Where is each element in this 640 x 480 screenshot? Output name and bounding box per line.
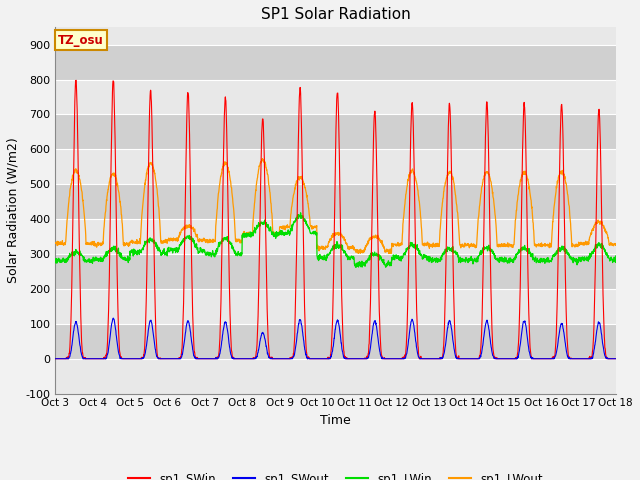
sp1_LWin (353, 261, 360, 266)
Line: sp1_LWin: sp1_LWin (56, 213, 616, 267)
Bar (56, 359, 616, 394)
sp1_LWin (52, 256, 60, 262)
sp1_LWin (579, 255, 586, 261)
sp1_LWout (579, 241, 586, 247)
sp1_SWin (563, 318, 570, 324)
sp1_SWin (352, 356, 360, 361)
Bar (56, 289, 616, 324)
Bar (56, 184, 616, 219)
sp1_LWin (612, 253, 620, 259)
sp1_LWin (499, 257, 507, 263)
sp1_LWout (612, 242, 620, 248)
sp1_LWout (259, 156, 266, 161)
X-axis label: Time: Time (320, 414, 351, 427)
Legend: sp1_SWin, sp1_SWout, sp1_LWin, sp1_LWout: sp1_SWin, sp1_SWout, sp1_LWin, sp1_LWout (124, 468, 547, 480)
sp1_SWout (352, 356, 360, 361)
sp1_SWin (612, 356, 620, 361)
sp1_LWout (387, 251, 395, 256)
sp1_LWout (352, 248, 360, 253)
sp1_LWout (364, 239, 372, 245)
sp1_LWin (563, 248, 570, 253)
sp1_LWout (563, 185, 570, 191)
Y-axis label: Solar Radiation (W/m2): Solar Radiation (W/m2) (7, 138, 20, 283)
Bar (56, 219, 616, 254)
sp1_SWout (208, 356, 216, 361)
Line: sp1_SWout: sp1_SWout (56, 318, 616, 359)
Bar (56, 149, 616, 184)
sp1_SWout (52, 356, 60, 361)
sp1_SWin (52, 356, 60, 361)
Bar (56, 254, 616, 289)
sp1_SWin (499, 356, 506, 361)
sp1_SWin (364, 351, 372, 357)
sp1_SWout (563, 348, 570, 354)
Bar (56, 45, 616, 80)
Bar (56, 80, 616, 115)
sp1_SWin (578, 356, 586, 361)
sp1_SWout (109, 315, 117, 321)
Bar (56, 324, 616, 359)
Title: SP1 Solar Radiation: SP1 Solar Radiation (260, 7, 410, 22)
sp1_LWout (499, 243, 507, 249)
sp1_LWin (297, 210, 305, 216)
Line: sp1_SWin: sp1_SWin (56, 80, 616, 359)
sp1_LWout (52, 240, 60, 246)
sp1_SWout (578, 356, 586, 361)
sp1_LWin (352, 264, 360, 270)
sp1_SWout (364, 355, 372, 360)
sp1_LWin (365, 257, 372, 263)
sp1_LWout (208, 237, 216, 243)
Bar (56, 115, 616, 149)
Line: sp1_LWout: sp1_LWout (56, 158, 616, 253)
sp1_SWin (208, 356, 216, 361)
sp1_SWout (499, 356, 506, 361)
Text: TZ_osu: TZ_osu (58, 34, 104, 47)
sp1_LWin (208, 252, 216, 257)
sp1_SWin (72, 77, 80, 83)
sp1_SWout (612, 356, 620, 361)
